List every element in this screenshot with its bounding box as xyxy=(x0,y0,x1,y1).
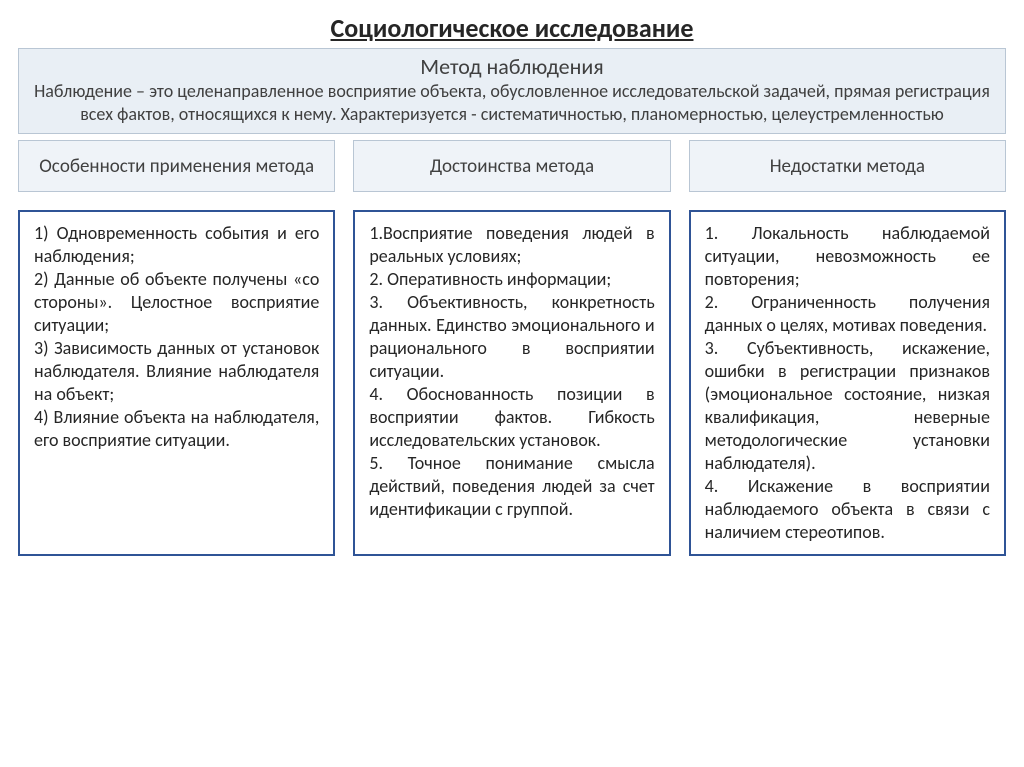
content-features: 1) Одновременность события и его наблюде… xyxy=(18,210,335,556)
content-row: 1) Одновременность события и его наблюде… xyxy=(18,210,1006,556)
definition-heading: Метод наблюдения xyxy=(33,53,991,80)
definition-box: Метод наблюдения Наблюдение – это целена… xyxy=(18,48,1006,134)
header-advantages: Достоинства метода xyxy=(353,140,670,192)
column-headers-row: Особенности применения метода Достоинств… xyxy=(18,140,1006,192)
definition-text: Наблюдение – это целенаправленное воспри… xyxy=(33,80,991,125)
content-advantages: 1.Восприятие поведения людей в реальных … xyxy=(353,210,670,556)
content-disadvantages: 1. Локальность наблюдаемой ситуации, нев… xyxy=(689,210,1006,556)
header-features: Особенности применения метода xyxy=(18,140,335,192)
header-disadvantages: Недостатки метода xyxy=(689,140,1006,192)
page-title: Социологическое исследование xyxy=(18,12,1006,44)
